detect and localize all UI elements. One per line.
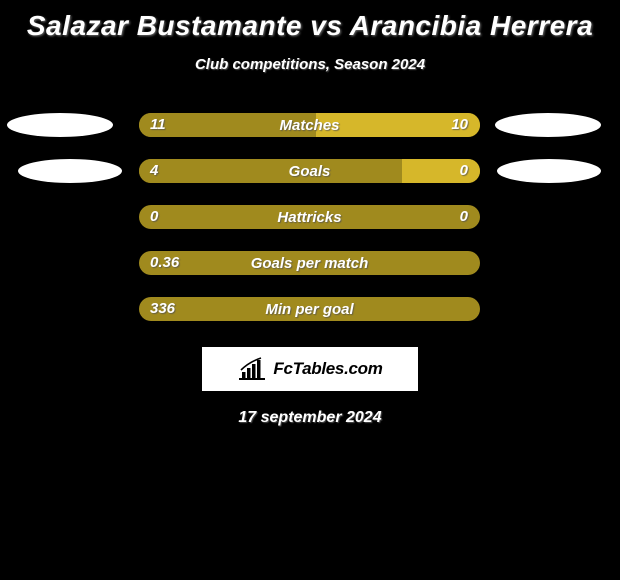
- stat-bar-left: [139, 159, 402, 183]
- stats-container: Matches 11 10 Goals 4 0 Hattricks 0: [0, 113, 620, 321]
- stat-bar-track: [139, 113, 480, 137]
- brand-logo-text: FcTables.com: [273, 359, 382, 379]
- stat-value-left: 0: [150, 208, 158, 225]
- stat-row: Goals per match 0.36: [0, 251, 620, 275]
- brand-logo-box[interactable]: FcTables.com: [202, 347, 418, 391]
- stat-bar-track: [139, 205, 480, 229]
- player-avatar-left: [18, 159, 122, 183]
- stat-bar-left: [139, 251, 480, 275]
- chart-icon: [237, 356, 267, 382]
- player-avatar-left: [7, 113, 113, 137]
- stat-bar-track: [139, 159, 480, 183]
- stat-bar-left: [139, 297, 480, 321]
- stat-bar-right: [402, 159, 480, 183]
- stat-row: Min per goal 336: [0, 297, 620, 321]
- stat-value-right: 0: [460, 162, 468, 179]
- stat-row: Hattricks 0 0: [0, 205, 620, 229]
- page-subtitle: Club competitions, Season 2024: [195, 56, 425, 73]
- player-avatar-right: [497, 159, 601, 183]
- stat-value-left: 4: [150, 162, 158, 179]
- infographic-root: Salazar Bustamante vs Arancibia Herrera …: [0, 0, 620, 580]
- stat-bar-track: [139, 297, 480, 321]
- stat-value-right: 10: [451, 116, 468, 133]
- stat-bar-left: [139, 205, 480, 229]
- stat-value-left: 0.36: [150, 254, 179, 271]
- stat-value-right: 0: [460, 208, 468, 225]
- stat-value-left: 336: [150, 300, 175, 317]
- stat-value-left: 11: [150, 116, 166, 133]
- page-title: Salazar Bustamante vs Arancibia Herrera: [27, 10, 593, 42]
- generation-date: 17 september 2024: [238, 409, 381, 427]
- player-avatar-right: [495, 113, 601, 137]
- stat-row: Goals 4 0: [0, 159, 620, 183]
- stat-bar-track: [139, 251, 480, 275]
- stat-row: Matches 11 10: [0, 113, 620, 137]
